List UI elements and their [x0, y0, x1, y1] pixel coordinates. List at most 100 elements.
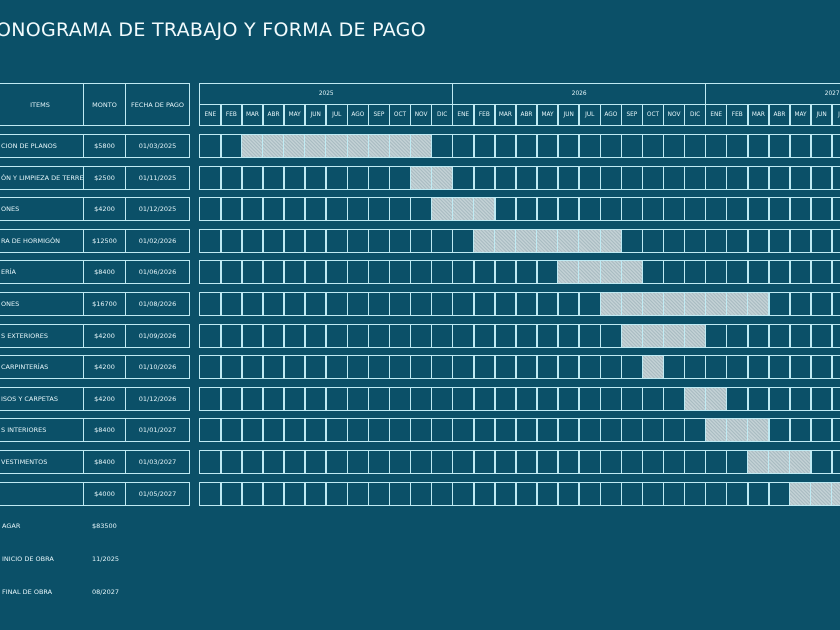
gantt-cell-active [325, 134, 349, 158]
month-header: JUN [557, 104, 580, 126]
item-fecha: 01/02/2026 [125, 228, 190, 253]
gantt-cell [662, 418, 686, 443]
gantt-cell [388, 450, 412, 474]
gantt-cell [220, 355, 243, 380]
gantt-cell [388, 481, 412, 506]
item-fecha: 01/01/2027 [125, 418, 190, 443]
gantt-cell [789, 418, 812, 443]
gantt-cell [199, 355, 222, 380]
item-fecha: 01/12/2026 [125, 386, 190, 411]
gantt-cell [726, 165, 749, 190]
gantt-cell [283, 355, 306, 380]
gantt-cell [325, 323, 349, 348]
gantt-cell [831, 450, 840, 474]
gantt-cell [473, 292, 496, 316]
gantt-cell-active [388, 134, 412, 158]
gantt-cell [515, 292, 538, 316]
gantt-cell [599, 450, 623, 474]
month-header: JUL [578, 104, 602, 126]
gantt-cell [241, 355, 264, 380]
gantt-cell [283, 418, 306, 443]
gantt-cell [409, 260, 433, 285]
gantt-cell [283, 228, 306, 253]
gantt-cell [283, 165, 306, 190]
gantt-cell [304, 450, 327, 474]
item-name: S EXTERIORES [0, 323, 84, 348]
gantt-cell [430, 134, 454, 158]
item-monto: $8400 [83, 418, 126, 443]
gantt-cell [346, 197, 370, 222]
gantt-cell [220, 197, 243, 222]
gantt-cell [220, 386, 243, 411]
month-header: ABR [768, 104, 791, 126]
gantt-cell [430, 355, 454, 380]
item-monto: $4200 [83, 386, 126, 411]
gantt-cell [346, 228, 370, 253]
item-fecha: 01/11/2025 [125, 165, 190, 190]
gantt-cell-active [683, 323, 707, 348]
gantt-cell [704, 323, 728, 348]
month-header: AGO [599, 104, 623, 126]
gantt-cell [789, 228, 812, 253]
gantt-cell [220, 228, 243, 253]
gantt-cell [199, 260, 222, 285]
gantt-cell-active [747, 450, 770, 474]
item-fecha: 01/09/2026 [125, 323, 190, 348]
item-monto: $4000 [83, 481, 126, 506]
gantt-cell [789, 134, 812, 158]
gantt-cell [367, 292, 391, 316]
month-header: NOV [409, 104, 433, 126]
gantt-cell [283, 197, 306, 222]
gantt-cell-active [430, 165, 454, 190]
gantt-cell [831, 418, 840, 443]
gantt-cell [367, 197, 391, 222]
gantt-cell [768, 292, 791, 316]
gantt-cell [810, 134, 833, 158]
gantt-cell [262, 355, 285, 380]
gantt-cell [241, 418, 264, 443]
gantt-cell [641, 418, 665, 443]
gantt-cell [325, 481, 349, 506]
gantt-cell [683, 481, 707, 506]
gantt-cell [304, 355, 327, 380]
gantt-cell [578, 355, 602, 380]
gantt-cell [536, 260, 559, 285]
gantt-cell [557, 165, 580, 190]
gantt-cell [768, 355, 791, 380]
gantt-cell [367, 228, 391, 253]
gantt-cell-active [367, 134, 391, 158]
gantt-cell [325, 228, 349, 253]
gantt-cell [199, 134, 222, 158]
gantt-cell [262, 418, 285, 443]
gantt-cell-active [304, 134, 327, 158]
gantt-cell [789, 386, 812, 411]
item-monto: $8400 [83, 450, 126, 474]
gantt-cell-active [599, 260, 623, 285]
gantt-cell [241, 292, 264, 316]
gantt-cell [831, 260, 840, 285]
gantt-cell [304, 197, 327, 222]
gantt-cell [515, 165, 538, 190]
gantt-cell [473, 165, 496, 190]
gantt-cell [346, 260, 370, 285]
gantt-cell [641, 134, 665, 158]
header-fecha: FECHA DE PAGO [125, 83, 190, 126]
header-monto: MONTO [83, 83, 126, 126]
gantt-cell [620, 418, 644, 443]
month-header: MAY [789, 104, 812, 126]
gantt-cell [831, 386, 840, 411]
gantt-cell [409, 386, 433, 411]
gantt-cell [557, 450, 580, 474]
gantt-cell [747, 165, 770, 190]
month-header: JUL [831, 104, 840, 126]
item-name: ÓN Y LIMPIEZA DE TERRENO [0, 165, 84, 190]
summary-value: $83500 [92, 522, 117, 530]
gantt-cell [536, 134, 559, 158]
gantt-cell [683, 134, 707, 158]
year-header: 2026 [451, 83, 707, 105]
gantt-cell [599, 323, 623, 348]
gantt-cell [199, 418, 222, 443]
gantt-cell-active [283, 134, 306, 158]
gantt-cell [578, 418, 602, 443]
gantt-cell [241, 260, 264, 285]
